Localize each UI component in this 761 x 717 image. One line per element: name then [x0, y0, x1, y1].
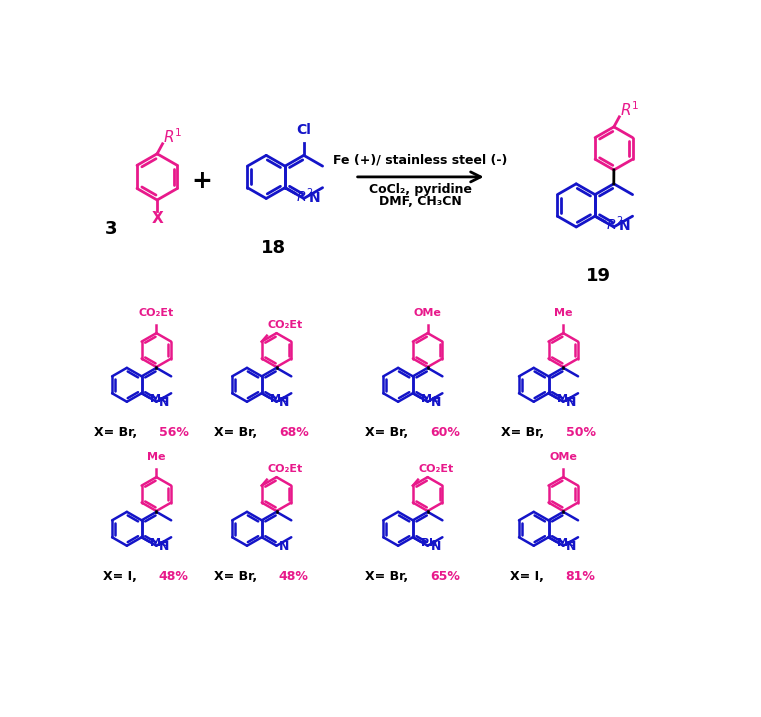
Text: +: +	[192, 168, 212, 193]
Text: Fe (+)/ stainless steel (-): Fe (+)/ stainless steel (-)	[333, 153, 508, 166]
Text: $R^2$: $R^2$	[606, 214, 624, 233]
Text: Me: Me	[554, 308, 572, 318]
Text: Me: Me	[270, 394, 288, 404]
Text: Me: Me	[150, 538, 168, 548]
Text: N: N	[279, 397, 290, 409]
Text: Cl: Cl	[296, 123, 311, 138]
Text: 18: 18	[261, 239, 286, 257]
Text: N: N	[619, 219, 630, 233]
Text: N: N	[431, 397, 441, 409]
Text: $R^1$: $R^1$	[164, 128, 183, 146]
Text: 68%: 68%	[279, 427, 309, 440]
Text: CO₂Et: CO₂Et	[267, 320, 303, 331]
Text: X= Br,: X= Br,	[214, 570, 257, 584]
Text: Me: Me	[150, 394, 168, 404]
Text: N: N	[279, 541, 290, 554]
Text: $R^1$: $R^1$	[620, 100, 639, 119]
Text: X: X	[151, 211, 163, 226]
Text: 81%: 81%	[565, 570, 595, 584]
Text: X= Br,: X= Br,	[365, 570, 408, 584]
Text: Me: Me	[557, 538, 575, 548]
Text: X= Br,: X= Br,	[501, 427, 544, 440]
Text: N: N	[566, 397, 577, 409]
Text: 56%: 56%	[159, 427, 189, 440]
Text: N: N	[309, 191, 320, 205]
Text: Ph: Ph	[421, 538, 437, 548]
Text: CO₂Et: CO₂Et	[267, 464, 303, 474]
Text: 48%: 48%	[279, 570, 309, 584]
Text: Me: Me	[147, 452, 166, 462]
Text: X= Br,: X= Br,	[365, 427, 408, 440]
Text: N: N	[159, 397, 170, 409]
Text: 65%: 65%	[430, 570, 460, 584]
Text: X= Br,: X= Br,	[94, 427, 137, 440]
Text: N: N	[159, 541, 170, 554]
Text: X= I,: X= I,	[103, 570, 137, 584]
Text: DMF, CH₃CN: DMF, CH₃CN	[379, 195, 462, 208]
Text: CO₂Et: CO₂Et	[139, 308, 174, 318]
Text: 19: 19	[587, 267, 611, 285]
Text: 50%: 50%	[565, 427, 596, 440]
Text: CO₂Et: CO₂Et	[419, 464, 454, 474]
Text: Me: Me	[557, 394, 575, 404]
Text: OMe: OMe	[414, 308, 441, 318]
Text: OMe: OMe	[549, 452, 577, 462]
Text: 60%: 60%	[430, 427, 460, 440]
Text: X= Br,: X= Br,	[214, 427, 257, 440]
Text: 48%: 48%	[159, 570, 189, 584]
Text: CoCl₂, pyridine: CoCl₂, pyridine	[369, 183, 472, 196]
Text: N: N	[431, 541, 441, 554]
Text: 3: 3	[104, 220, 117, 238]
Text: X= I,: X= I,	[510, 570, 544, 584]
Text: Me: Me	[421, 394, 440, 404]
Text: $R^2$: $R^2$	[296, 186, 314, 204]
Text: N: N	[566, 541, 577, 554]
